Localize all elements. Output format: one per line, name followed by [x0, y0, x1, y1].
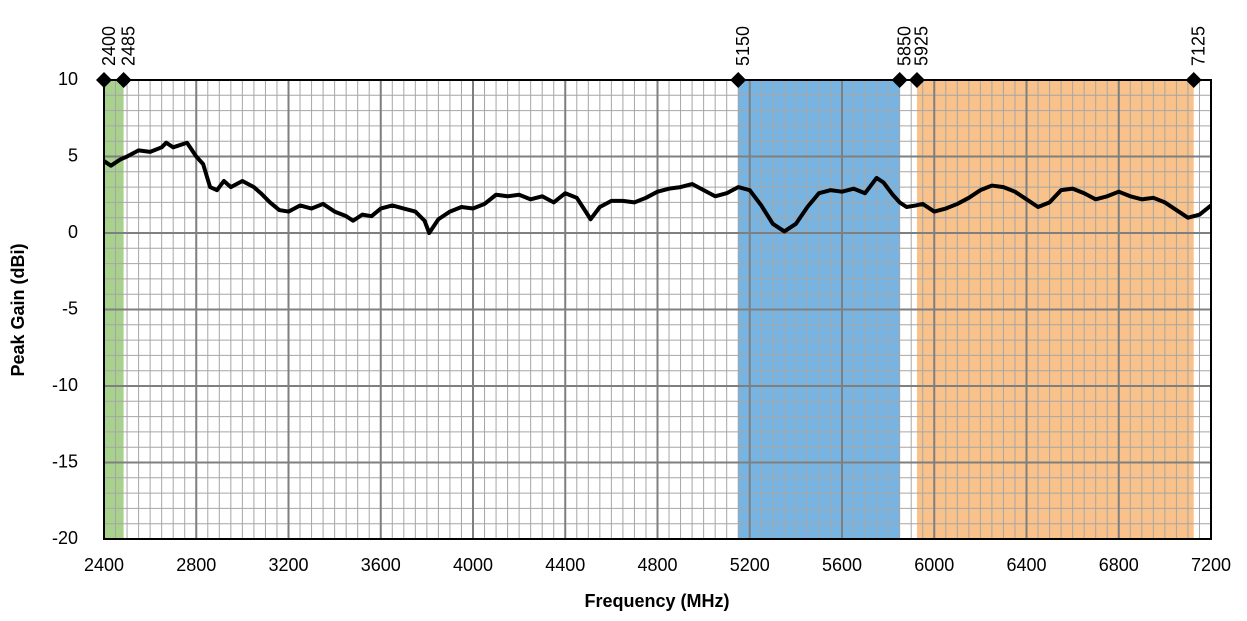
x-tick-label: 3600: [361, 555, 401, 575]
marker-label: 5925: [912, 26, 932, 66]
x-tick-label: 7200: [1191, 555, 1231, 575]
x-tick-label: 5200: [730, 555, 770, 575]
marker-label: 2400: [99, 26, 119, 66]
marker-label: 2485: [118, 26, 138, 66]
y-tick-label: 0: [68, 222, 78, 242]
x-tick-label: 2400: [84, 555, 124, 575]
series-line: [102, 140, 1213, 235]
x-tick-label: 3200: [268, 555, 308, 575]
marker-label: 5150: [733, 26, 753, 66]
marker: [908, 72, 925, 88]
x-tick-label: 6800: [1099, 555, 1139, 575]
marker-label: 7125: [1188, 26, 1208, 66]
marker: [115, 72, 132, 88]
x-tick-label: 4000: [453, 555, 493, 575]
marker: [1185, 72, 1202, 88]
x-tick-label: 6400: [1006, 555, 1046, 575]
y-tick-label: -15: [52, 451, 78, 471]
x-tick-label: 5600: [822, 555, 862, 575]
y-tick-label: -10: [52, 375, 78, 395]
marker-label: 5850: [894, 26, 914, 66]
x-axis-title: Frequency (MHz): [584, 591, 729, 611]
x-tick-label: 2800: [176, 555, 216, 575]
marker: [730, 72, 747, 88]
x-tick-label: 6000: [914, 555, 954, 575]
plot-border: [103, 79, 1212, 540]
x-tick-label: 4800: [637, 555, 677, 575]
marker: [891, 72, 908, 88]
y-tick-label: 5: [68, 145, 78, 165]
marker: [96, 72, 112, 88]
y-tick-label: -5: [62, 298, 78, 318]
x-tick-label: 4400: [545, 555, 585, 575]
y-tick-label: 10: [58, 69, 78, 89]
y-tick-label: -20: [52, 528, 78, 548]
y-axis-title: Peak Gain (dBi): [8, 243, 28, 376]
